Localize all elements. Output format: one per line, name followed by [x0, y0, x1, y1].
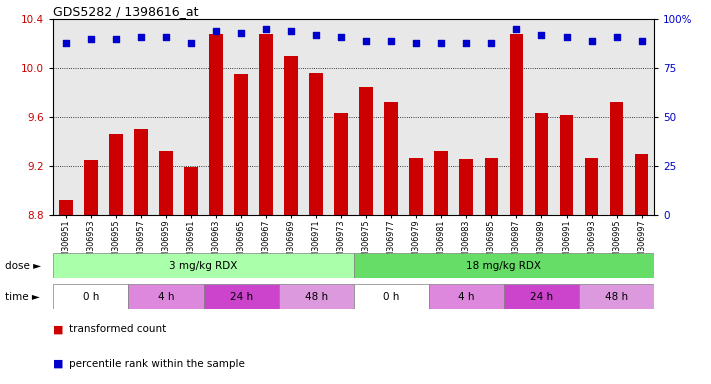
- Text: time ►: time ►: [5, 291, 40, 302]
- Text: 3 mg/kg RDX: 3 mg/kg RDX: [169, 261, 237, 271]
- Point: [336, 34, 347, 40]
- Text: 48 h: 48 h: [304, 291, 328, 302]
- Bar: [560, 115, 573, 215]
- Point: [235, 30, 247, 36]
- Text: 48 h: 48 h: [605, 291, 628, 302]
- Point: [436, 40, 447, 46]
- Bar: [635, 154, 648, 215]
- Bar: [579, 284, 654, 309]
- Bar: [260, 34, 273, 215]
- Bar: [209, 34, 223, 215]
- Bar: [53, 284, 129, 309]
- Point: [210, 28, 222, 34]
- Text: percentile rank within the sample: percentile rank within the sample: [69, 359, 245, 369]
- Bar: [53, 253, 353, 278]
- Bar: [410, 157, 423, 215]
- Bar: [309, 73, 323, 215]
- Bar: [129, 284, 203, 309]
- Bar: [385, 103, 398, 215]
- Point: [160, 34, 171, 40]
- Text: 18 mg/kg RDX: 18 mg/kg RDX: [466, 261, 541, 271]
- Bar: [134, 129, 148, 215]
- Point: [135, 34, 146, 40]
- Bar: [334, 113, 348, 215]
- Text: ■: ■: [53, 359, 64, 369]
- Bar: [109, 134, 123, 215]
- Point: [60, 40, 72, 46]
- Bar: [59, 200, 73, 215]
- Point: [110, 36, 122, 42]
- Point: [536, 32, 547, 38]
- Point: [85, 36, 97, 42]
- Point: [311, 32, 322, 38]
- Text: 24 h: 24 h: [230, 291, 252, 302]
- Text: 0 h: 0 h: [82, 291, 99, 302]
- Bar: [84, 160, 97, 215]
- Point: [186, 40, 197, 46]
- Point: [260, 26, 272, 32]
- Text: 4 h: 4 h: [158, 291, 174, 302]
- Point: [510, 26, 522, 32]
- Point: [611, 34, 622, 40]
- Bar: [535, 113, 548, 215]
- Point: [411, 40, 422, 46]
- Point: [461, 40, 472, 46]
- Text: ■: ■: [53, 324, 64, 334]
- Bar: [353, 253, 654, 278]
- Bar: [510, 34, 523, 215]
- Point: [385, 38, 397, 44]
- Point: [636, 38, 647, 44]
- Text: dose ►: dose ►: [5, 261, 41, 271]
- Bar: [584, 157, 599, 215]
- Bar: [504, 284, 579, 309]
- Bar: [234, 74, 248, 215]
- Point: [285, 28, 296, 34]
- Point: [586, 38, 597, 44]
- Bar: [279, 284, 353, 309]
- Bar: [434, 151, 448, 215]
- Bar: [184, 167, 198, 215]
- Bar: [359, 86, 373, 215]
- Bar: [284, 56, 298, 215]
- Bar: [459, 159, 474, 215]
- Text: transformed count: transformed count: [69, 324, 166, 334]
- Point: [360, 38, 372, 44]
- Bar: [353, 284, 429, 309]
- Text: 0 h: 0 h: [383, 291, 400, 302]
- Bar: [484, 157, 498, 215]
- Text: GDS5282 / 1398616_at: GDS5282 / 1398616_at: [53, 5, 199, 18]
- Text: 24 h: 24 h: [530, 291, 553, 302]
- Bar: [610, 103, 624, 215]
- Bar: [203, 284, 279, 309]
- Point: [561, 34, 572, 40]
- Point: [486, 40, 497, 46]
- Text: 4 h: 4 h: [458, 291, 475, 302]
- Bar: [429, 284, 504, 309]
- Bar: [159, 151, 173, 215]
